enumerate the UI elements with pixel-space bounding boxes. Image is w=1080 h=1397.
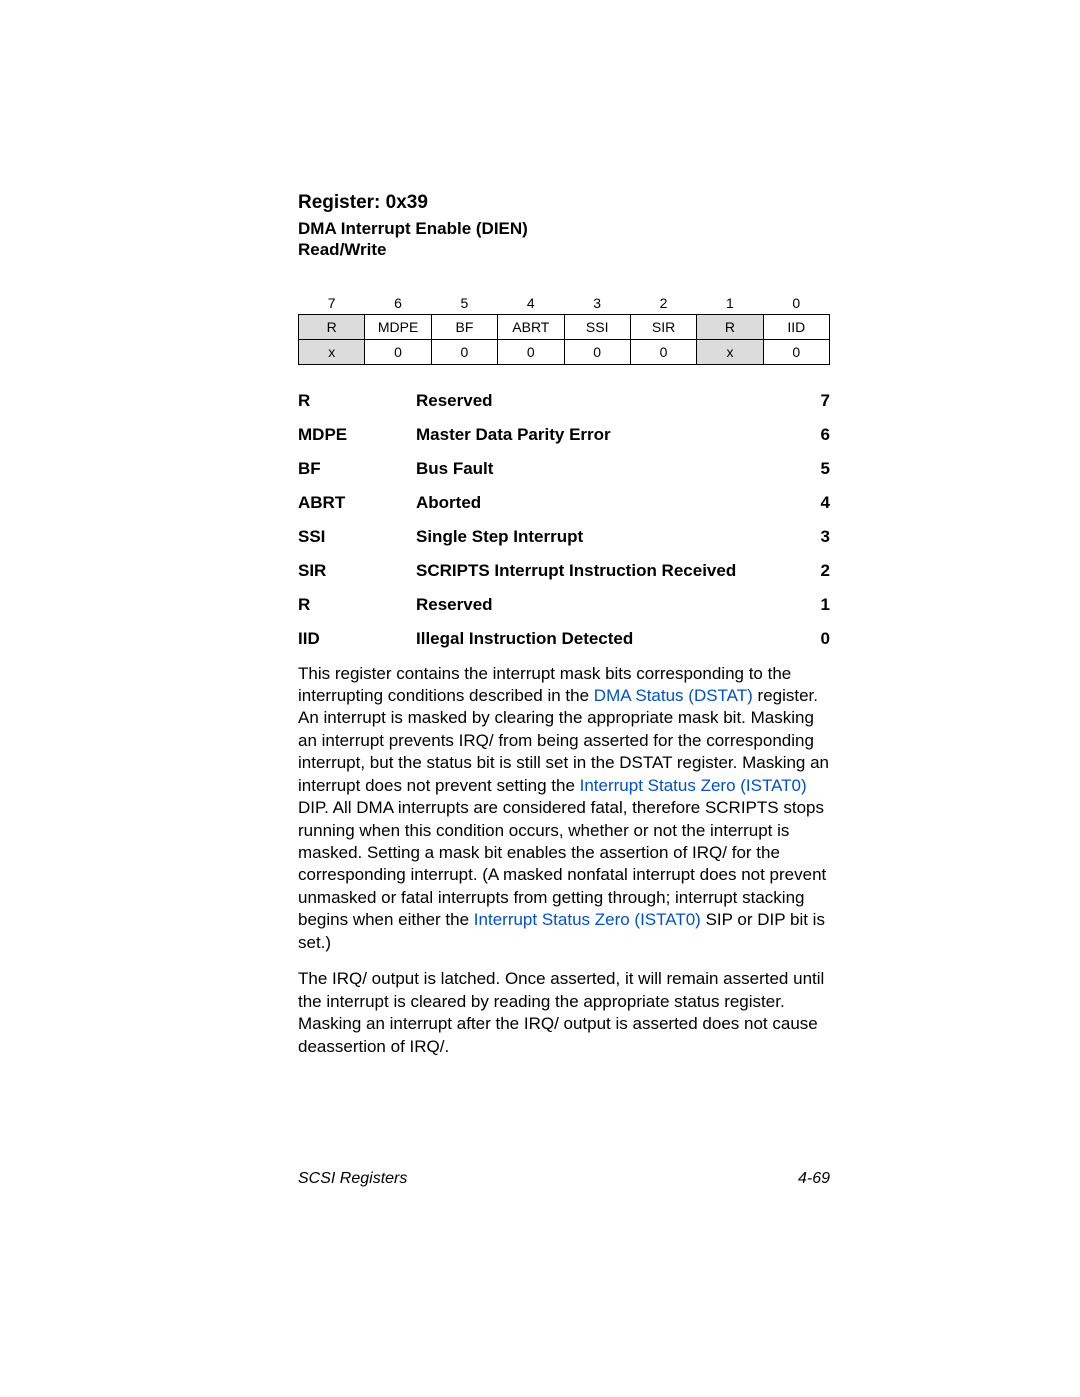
field-row: BF Bus Fault 5 [298,459,830,479]
register-access: Read/Write [298,239,830,260]
bit-reset: 0 [630,339,696,364]
field-bit: 4 [802,493,830,513]
field-desc: Aborted [416,493,802,513]
field-row: SIR SCRIPTS Interrupt Instruction Receiv… [298,561,830,581]
field-row: R Reserved 1 [298,595,830,615]
field-abbr: BF [298,459,416,479]
field-abbr: SSI [298,527,416,547]
bit-reset: 0 [498,339,564,364]
field-abbr: R [298,595,416,615]
field-desc: Reserved [416,391,802,411]
bit-reset: 0 [763,339,829,364]
link-dstat[interactable]: DMA Status (DSTAT) [594,686,753,705]
page-footer: SCSI Registers 4-69 [298,1170,830,1188]
field-abbr: IID [298,629,416,649]
description-para-1: This register contains the interrupt mas… [298,663,830,955]
bit-name: R [697,314,763,339]
bit-reset-row: x 0 0 0 0 0 x 0 [299,339,830,364]
footer-section: SCSI Registers [298,1170,407,1188]
field-row: ABRT Aborted 4 [298,493,830,513]
register-title: Register: 0x39 [298,192,830,214]
description-para-2: The IRQ/ output is latched. Once asserte… [298,968,830,1058]
footer-page: 4-69 [798,1170,830,1188]
register-name: DMA Interrupt Enable (DIEN) [298,218,830,239]
bit-name: MDPE [365,314,431,339]
field-row: R Reserved 7 [298,391,830,411]
bit-num: 0 [763,291,829,315]
bit-name: IID [763,314,829,339]
field-abbr: ABRT [298,493,416,513]
field-bit: 2 [802,561,830,581]
field-desc: Bus Fault [416,459,802,479]
bit-num: 7 [299,291,365,315]
link-istat0[interactable]: Interrupt Status Zero (ISTAT0) [580,776,807,795]
field-bit: 5 [802,459,830,479]
field-abbr: SIR [298,561,416,581]
field-desc: SCRIPTS Interrupt Instruction Received [416,561,802,581]
bit-num: 1 [697,291,763,315]
field-row: IID Illegal Instruction Detected 0 [298,629,830,649]
bit-num: 4 [498,291,564,315]
bit-num: 2 [630,291,696,315]
page-content: Register: 0x39 DMA Interrupt Enable (DIE… [0,0,1080,1058]
field-list: R Reserved 7 MDPE Master Data Parity Err… [298,391,830,649]
field-desc: Illegal Instruction Detected [416,629,802,649]
field-row: MDPE Master Data Parity Error 6 [298,425,830,445]
bit-number-row: 7 6 5 4 3 2 1 0 [299,291,830,315]
field-bit: 6 [802,425,830,445]
field-bit: 0 [802,629,830,649]
bit-num: 5 [431,291,497,315]
bit-layout-table: 7 6 5 4 3 2 1 0 R MDPE BF ABRT SSI SIR R… [298,291,830,365]
bit-num: 3 [564,291,630,315]
bit-reset: x [697,339,763,364]
bit-name: SIR [630,314,696,339]
bit-reset: x [299,339,365,364]
field-abbr: R [298,391,416,411]
bit-num: 6 [365,291,431,315]
bit-reset: 0 [431,339,497,364]
field-desc: Single Step Interrupt [416,527,802,547]
bit-reset: 0 [365,339,431,364]
field-row: SSI Single Step Interrupt 3 [298,527,830,547]
field-bit: 1 [802,595,830,615]
bit-name: SSI [564,314,630,339]
bit-name: ABRT [498,314,564,339]
field-desc: Reserved [416,595,802,615]
field-bit: 7 [802,391,830,411]
bit-reset: 0 [564,339,630,364]
link-istat0[interactable]: Interrupt Status Zero (ISTAT0) [474,910,701,929]
bit-name: R [299,314,365,339]
field-abbr: MDPE [298,425,416,445]
bit-name-row: R MDPE BF ABRT SSI SIR R IID [299,314,830,339]
field-bit: 3 [802,527,830,547]
bit-name: BF [431,314,497,339]
field-desc: Master Data Parity Error [416,425,802,445]
